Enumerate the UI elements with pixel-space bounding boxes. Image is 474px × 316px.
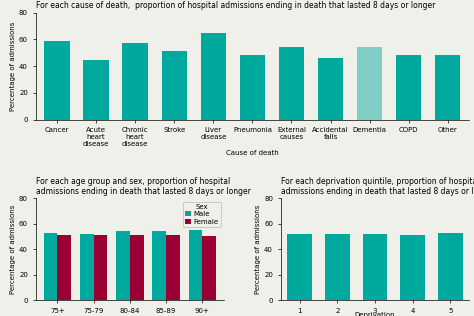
Bar xyxy=(201,33,226,120)
Text: For each deprivation quintile, proportion of hospital
admissions ending in death: For each deprivation quintile, proportio… xyxy=(281,177,474,196)
Bar xyxy=(45,41,70,120)
Bar xyxy=(240,56,265,120)
X-axis label: Cause of death: Cause of death xyxy=(226,150,279,156)
Legend: Male, Female: Male, Female xyxy=(183,202,221,227)
Bar xyxy=(363,234,387,300)
Bar xyxy=(189,230,202,300)
Bar xyxy=(325,234,349,300)
Bar xyxy=(202,236,216,300)
Bar xyxy=(130,235,144,300)
Bar xyxy=(279,47,304,120)
Bar xyxy=(435,56,460,120)
Bar xyxy=(318,58,343,120)
Y-axis label: Percentage of admissions: Percentage of admissions xyxy=(10,21,16,111)
Text: Deprivation: Deprivation xyxy=(355,312,395,316)
Y-axis label: Percentage of admissions: Percentage of admissions xyxy=(255,204,261,294)
Bar xyxy=(80,234,93,300)
Bar xyxy=(152,231,166,300)
Bar xyxy=(83,59,109,120)
Bar xyxy=(357,47,383,120)
Bar xyxy=(57,235,71,300)
Bar xyxy=(162,52,187,120)
Text: For each age group and sex, proportion of hospital
admissions ending in death th: For each age group and sex, proportion o… xyxy=(36,177,250,196)
Bar xyxy=(93,235,107,300)
Bar xyxy=(44,233,57,300)
Bar xyxy=(287,234,312,300)
Bar xyxy=(438,233,463,300)
Text: For each cause of death,  proportion of hospital admissions ending in death that: For each cause of death, proportion of h… xyxy=(36,2,435,10)
Bar xyxy=(401,235,425,300)
Bar xyxy=(122,43,148,120)
Bar xyxy=(166,235,180,300)
Y-axis label: Percentage of admissions: Percentage of admissions xyxy=(10,204,16,294)
Bar xyxy=(116,231,130,300)
Bar xyxy=(396,56,421,120)
